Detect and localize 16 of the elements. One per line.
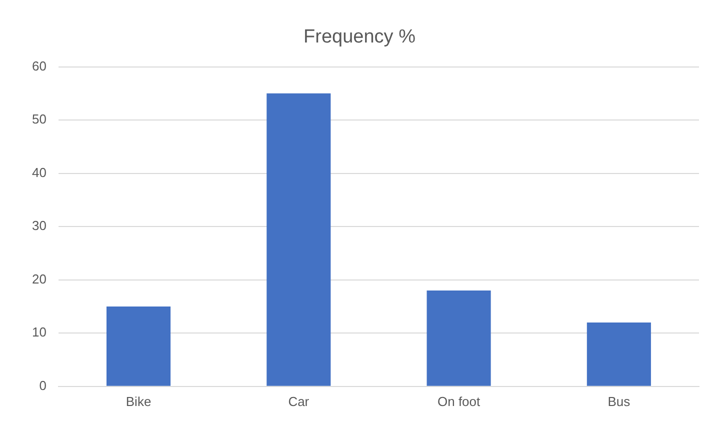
x-tick-label: On foot xyxy=(437,394,481,409)
bar xyxy=(266,93,331,386)
y-tick-label: 50 xyxy=(32,112,46,127)
x-tick-label: Car xyxy=(288,394,310,409)
y-tick-label: 60 xyxy=(32,58,46,74)
bar xyxy=(106,306,171,386)
x-tick-label: Bike xyxy=(126,394,152,409)
bar xyxy=(586,322,651,386)
y-tick-label: 0 xyxy=(39,378,46,393)
y-tick-label: 30 xyxy=(32,218,46,234)
bar xyxy=(426,290,491,386)
y-tick-label: 20 xyxy=(32,271,46,286)
x-tick-label: Bus xyxy=(608,394,631,409)
y-tick-label: 10 xyxy=(32,324,46,340)
chart-title: Frequency % xyxy=(304,26,416,48)
y-tick-label: 40 xyxy=(32,164,46,180)
